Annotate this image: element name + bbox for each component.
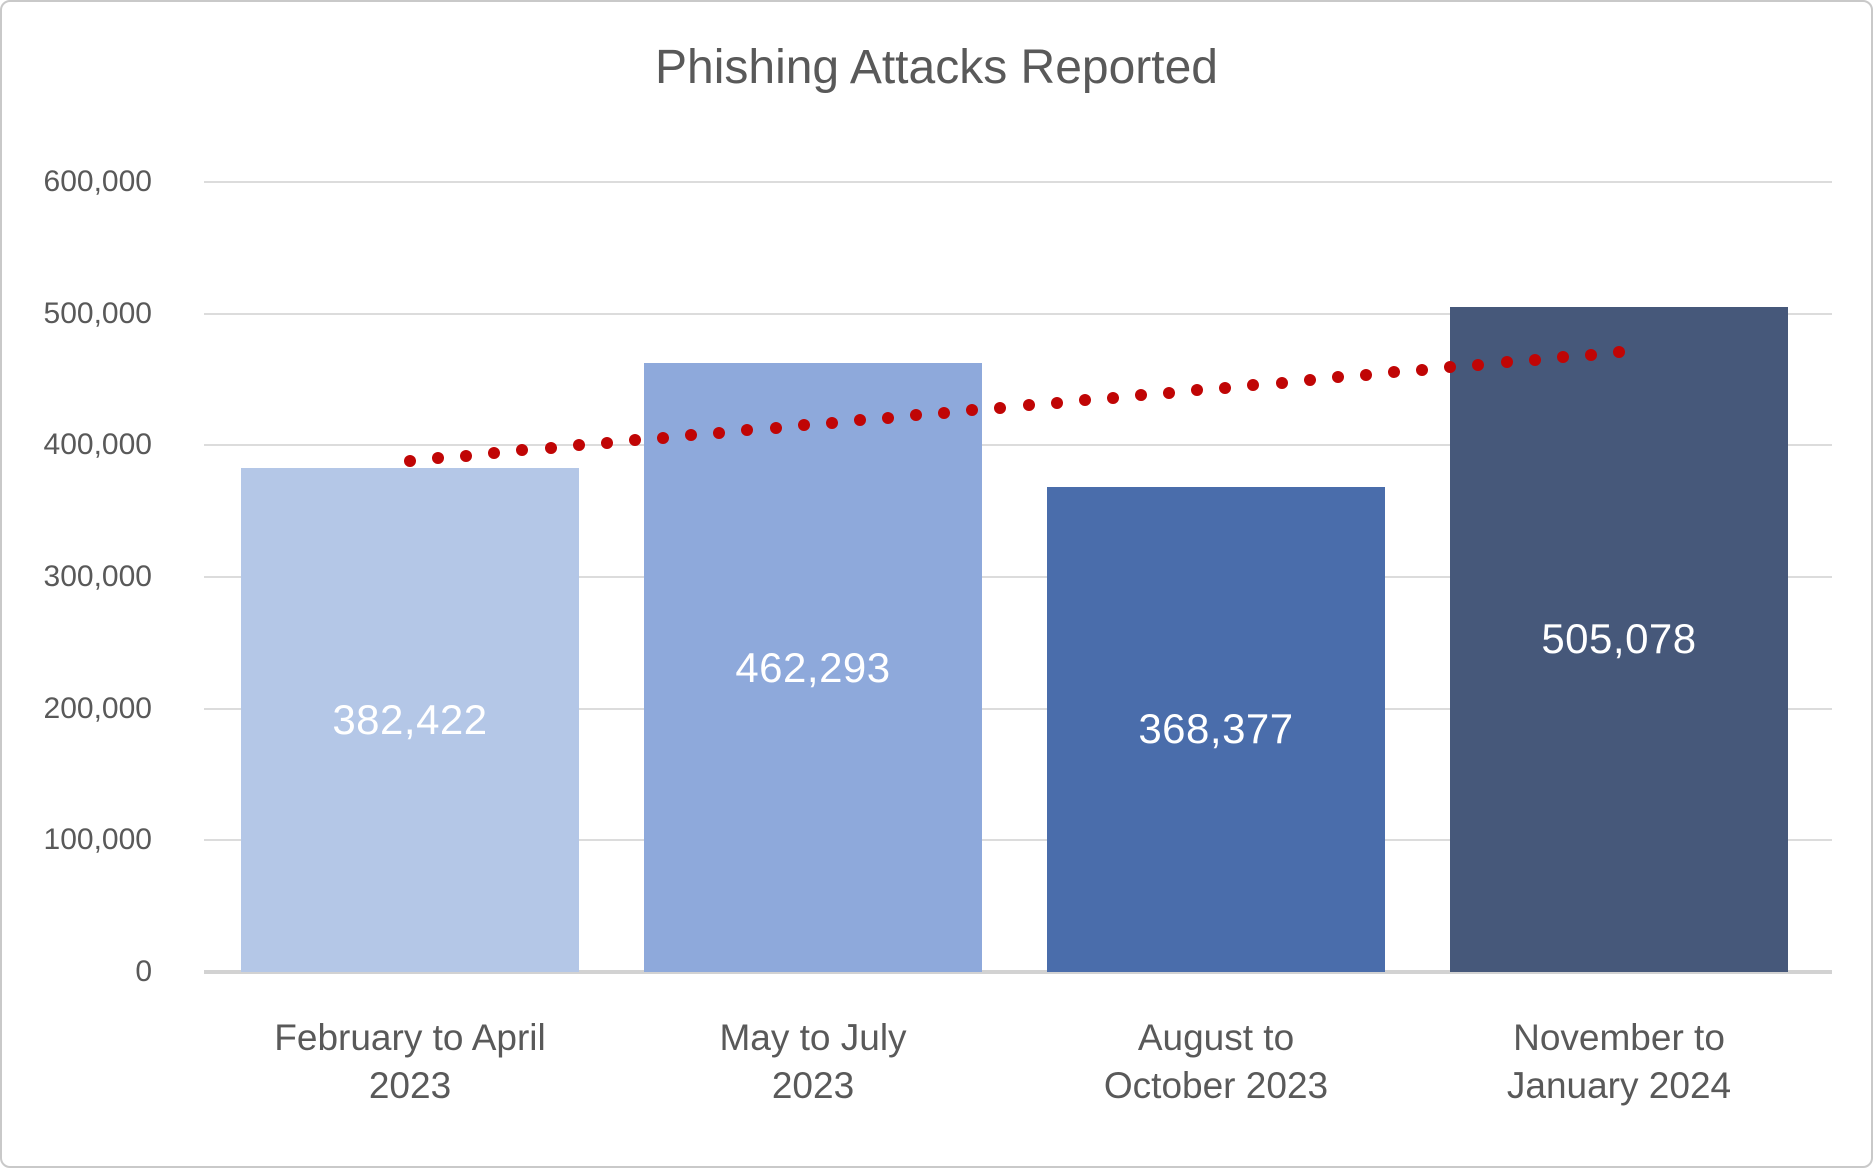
trendline-dot — [881, 411, 894, 424]
trendline-dot — [432, 452, 445, 465]
trendline-dot — [657, 431, 670, 444]
trendline-dot — [1331, 371, 1344, 384]
trendline-dot — [797, 419, 810, 432]
x-axis-label-1: February to April 2023 — [175, 1014, 645, 1110]
bar-4: 505,078 — [1450, 306, 1788, 972]
trendline-dot — [488, 447, 501, 459]
trendline-dot — [685, 429, 698, 442]
trendline-dot — [572, 439, 585, 452]
bar-value-label: 368,377 — [1138, 705, 1294, 753]
trendline-dot — [1359, 368, 1372, 381]
trendline-dot — [404, 454, 416, 467]
trendline-dot — [1135, 389, 1148, 402]
gridline-400000 — [204, 444, 1832, 447]
x-axis-label-line: 2023 — [771, 1065, 855, 1106]
trendline-dot — [600, 436, 613, 449]
gridline-200000 — [204, 707, 1832, 710]
bar-value-label: 382,422 — [332, 696, 488, 744]
trendline-dot — [544, 441, 557, 454]
trendline-dot — [1219, 381, 1232, 394]
trendline-dot — [1500, 356, 1513, 369]
y-tick-label: 100,000 — [43, 823, 152, 857]
bar-value-label: 505,078 — [1541, 615, 1697, 663]
trendline-dot — [1528, 353, 1541, 366]
trendline-dot — [1303, 374, 1316, 386]
trendline-dot — [1078, 394, 1091, 407]
trendline-dot — [853, 414, 866, 427]
trendline-dot — [1472, 358, 1485, 371]
trendline-dot — [1613, 346, 1625, 359]
trendline-dot — [1163, 386, 1176, 399]
trendline-dot — [713, 426, 726, 439]
bar-1: 382,422 — [241, 468, 579, 972]
x-axis-label-line: February to April — [274, 1017, 546, 1058]
trendline-dot — [741, 424, 754, 437]
y-tick-label: 600,000 — [43, 165, 152, 198]
trendline-dot — [1247, 379, 1260, 392]
gridline-300000 — [204, 576, 1832, 578]
trendline-dot — [1444, 361, 1457, 374]
y-tick-label: 400,000 — [43, 428, 152, 462]
x-axis-label-line: 2023 — [368, 1065, 452, 1106]
trendline-dot — [1275, 376, 1288, 389]
y-tick-label: 200,000 — [43, 691, 152, 725]
y-tick-label: 0 — [135, 955, 152, 988]
trendline-dot — [994, 401, 1007, 414]
x-axis-label-line: November to — [1513, 1017, 1725, 1058]
trendline-dot — [1416, 363, 1429, 376]
bar-value-label: 462,293 — [735, 643, 891, 691]
bar-2: 462,293 — [644, 363, 982, 972]
trendline-dot — [825, 416, 838, 429]
trendline-dot — [1584, 348, 1597, 361]
trendline-dot — [1022, 399, 1035, 412]
trendline-dot — [966, 404, 979, 417]
bar-3: 368,377 — [1047, 486, 1385, 972]
x-axis-label-line: October 2023 — [1103, 1065, 1329, 1106]
trendline-dot — [1556, 351, 1569, 364]
trendline-dot — [910, 409, 923, 422]
chart-title: Phishing Attacks Reported — [655, 41, 1218, 94]
x-axis-label-line: May to July — [719, 1017, 907, 1058]
trendline-dot — [1106, 391, 1119, 404]
trendline-dot — [628, 434, 641, 447]
trendline-dot — [1388, 366, 1401, 379]
gridline-100000 — [204, 839, 1832, 842]
gridline-0 — [204, 970, 1832, 974]
trendline-dot — [516, 444, 529, 457]
trendline-dot — [769, 421, 782, 434]
trendline-dot — [1191, 384, 1204, 397]
y-tick-label: 500,000 — [43, 296, 152, 330]
y-tick-label: 300,000 — [43, 560, 152, 593]
x-axis-label-4: November to January 2024 — [1384, 1014, 1854, 1110]
trendline-dot — [460, 449, 473, 462]
x-axis-label-line: January 2024 — [1506, 1065, 1732, 1106]
gridline-600000 — [204, 181, 1832, 183]
gridline-500000 — [204, 312, 1832, 315]
trendline-dot — [1050, 396, 1063, 409]
x-axis-label-line: August to — [1137, 1017, 1295, 1058]
x-axis-label-3: August to October 2023 — [981, 1014, 1451, 1110]
trendline-dot — [938, 406, 951, 419]
x-axis-label-2: May to July 2023 — [578, 1014, 1048, 1110]
